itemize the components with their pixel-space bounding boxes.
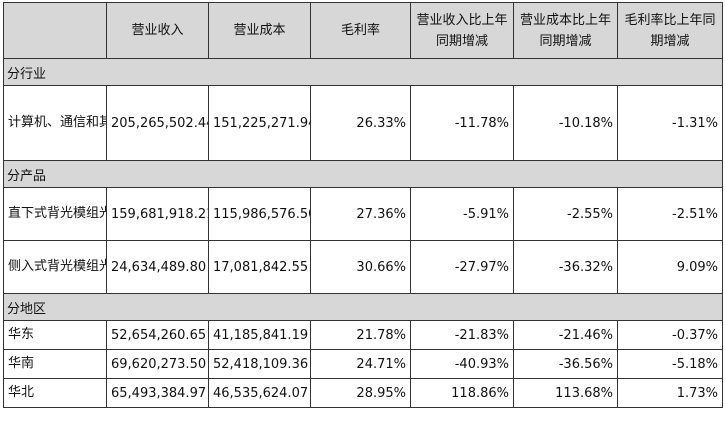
margin-change-cell: -2.51% [617, 187, 723, 241]
header-revenue: 营业收入 [106, 2, 209, 59]
revenue-cell: 159,681,918.21 [106, 187, 209, 241]
revenue-change-cell: -27.97% [410, 240, 514, 294]
margin-change-cell: 1.73% [617, 378, 723, 408]
row-label: 侧入式背光模组光电系统 [3, 240, 107, 294]
revenue-change-cell: -40.93% [410, 349, 514, 379]
table-row: 侧入式背光模组光电系统 24,634,489.80 17,081,842.55 … [3, 240, 723, 294]
cost-change-cell: -2.55% [513, 187, 618, 241]
cost-change-cell: -21.46% [513, 320, 618, 350]
cost-cell: 115,986,576.50 [208, 187, 311, 241]
header-revenue-change: 营业收入比上年同期增减 [410, 2, 514, 59]
revenue-change-cell: -11.78% [410, 85, 514, 161]
section-title: 分行业 [3, 58, 723, 86]
header-empty-cell [3, 2, 107, 59]
cost-change-cell: -36.56% [513, 349, 618, 379]
header-gross-margin: 毛利率 [310, 2, 411, 59]
revenue-cell: 65,493,384.97 [106, 378, 209, 408]
gross-margin-cell: 21.78% [310, 320, 411, 350]
revenue-change-cell: -21.83% [410, 320, 514, 350]
table-row: 华东 52,654,260.65 41,185,841.19 21.78% -2… [3, 320, 723, 350]
cost-cell: 46,535,624.07 [208, 378, 311, 408]
row-label: 计算机、通信和其他电子设备制造业 [3, 85, 107, 161]
cost-change-cell: -36.32% [513, 240, 618, 294]
section-title: 分地区 [3, 293, 723, 321]
row-label: 华南 [3, 349, 107, 379]
gross-margin-cell: 24.71% [310, 349, 411, 379]
margin-change-cell: -0.37% [617, 320, 723, 350]
cost-cell: 17,081,842.55 [208, 240, 311, 294]
table-row: 华北 65,493,384.97 46,535,624.07 28.95% 11… [3, 378, 723, 408]
section-title: 分产品 [3, 160, 723, 188]
row-label: 华东 [3, 320, 107, 350]
gross-margin-cell: 27.36% [310, 187, 411, 241]
revenue-cell: 52,654,260.65 [106, 320, 209, 350]
cost-cell: 41,185,841.19 [208, 320, 311, 350]
row-label: 华北 [3, 378, 107, 408]
gross-margin-cell: 26.33% [310, 85, 411, 161]
financial-breakdown-table: 营业收入 营业成本 毛利率 营业收入比上年同期增减 营业成本比上年同期增减 毛利… [3, 2, 723, 408]
cost-change-cell: 113.68% [513, 378, 618, 408]
header-cost-change: 营业成本比上年同期增减 [513, 2, 618, 59]
gross-margin-cell: 30.66% [310, 240, 411, 294]
section-row-product: 分产品 [3, 160, 723, 188]
table-header-row: 营业收入 营业成本 毛利率 营业收入比上年同期增减 营业成本比上年同期增减 毛利… [3, 2, 723, 59]
margin-change-cell: 9.09% [617, 240, 723, 294]
revenue-cell: 24,634,489.80 [106, 240, 209, 294]
table-row: 华南 69,620,273.50 52,418,109.36 24.71% -4… [3, 349, 723, 379]
margin-change-cell: -1.31% [617, 85, 723, 161]
margin-change-cell: -5.18% [617, 349, 723, 379]
cost-cell: 151,225,271.94 [208, 85, 311, 161]
revenue-change-cell: -5.91% [410, 187, 514, 241]
header-cost: 营业成本 [208, 2, 311, 59]
cost-change-cell: -10.18% [513, 85, 618, 161]
row-label: 直下式背光模组光电系统 [3, 187, 107, 241]
revenue-change-cell: 118.86% [410, 378, 514, 408]
header-margin-change: 毛利率比上年同期增减 [617, 2, 723, 59]
gross-margin-cell: 28.95% [310, 378, 411, 408]
revenue-cell: 205,265,502.44 [106, 85, 209, 161]
cost-cell: 52,418,109.36 [208, 349, 311, 379]
revenue-cell: 69,620,273.50 [106, 349, 209, 379]
section-row-industry: 分行业 [3, 58, 723, 86]
table-row: 计算机、通信和其他电子设备制造业 205,265,502.44 151,225,… [3, 85, 723, 161]
section-row-region: 分地区 [3, 293, 723, 321]
table-row: 直下式背光模组光电系统 159,681,918.21 115,986,576.5… [3, 187, 723, 241]
